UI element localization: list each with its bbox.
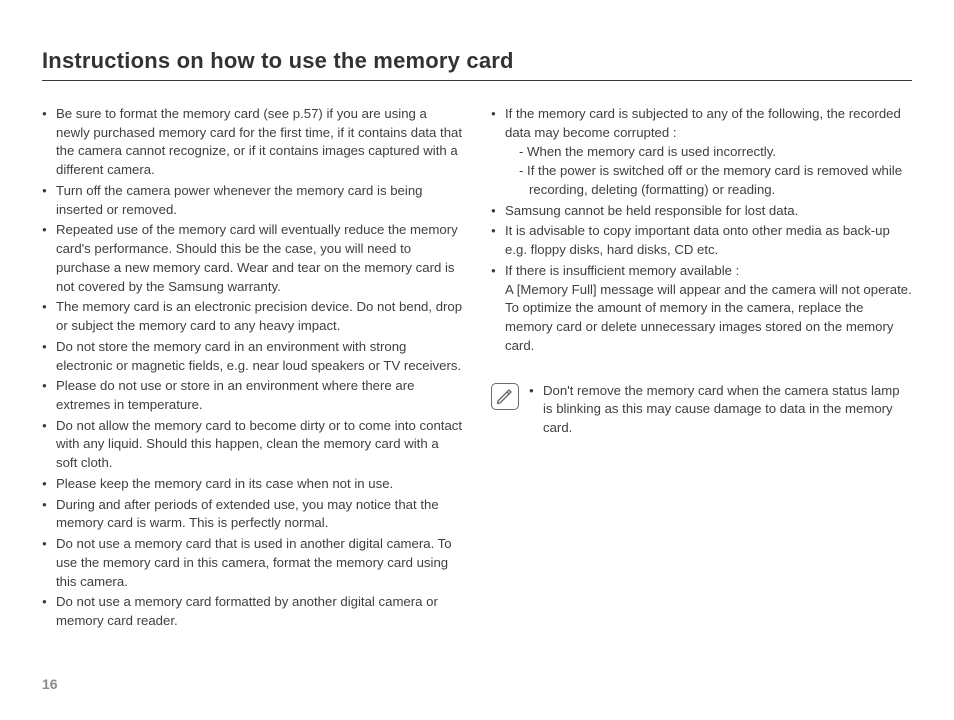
bullet-item: It is advisable to copy important data o… — [491, 222, 912, 259]
bullet-item: Repeated use of the memory card will eve… — [42, 221, 463, 296]
bullet-item: The memory card is an electronic precisi… — [42, 298, 463, 335]
page: Instructions on how to use the memory ca… — [0, 0, 954, 720]
right-bullet-list: If the memory card is subjected to any o… — [491, 105, 912, 356]
bullet-item: Be sure to format the memory card (see p… — [42, 105, 463, 180]
callout-bullet-list: Don't remove the memory card when the ca… — [529, 382, 912, 440]
left-column: Be sure to format the memory card (see p… — [42, 105, 463, 633]
bullet-item: Please do not use or store in an environ… — [42, 377, 463, 414]
bullet-item: If the memory card is subjected to any o… — [491, 105, 912, 200]
right-column: If the memory card is subjected to any o… — [491, 105, 912, 633]
title-rule: Instructions on how to use the memory ca… — [42, 48, 912, 81]
callout-bullet: Don't remove the memory card when the ca… — [529, 382, 912, 438]
pencil-note-icon — [495, 387, 515, 405]
bullet-item: If there is insufficient memory availabl… — [491, 262, 912, 356]
content-columns: Be sure to format the memory card (see p… — [42, 105, 912, 633]
sub-list: - When the memory card is used incorrect… — [505, 143, 912, 199]
sub-item: - When the memory card is used incorrect… — [519, 143, 912, 162]
left-bullet-list: Be sure to format the memory card (see p… — [42, 105, 463, 631]
note-callout: Don't remove the memory card when the ca… — [491, 382, 912, 440]
bullet-item: Please keep the memory card in its case … — [42, 475, 463, 494]
bullet-item: Do not store the memory card in an envir… — [42, 338, 463, 375]
page-title: Instructions on how to use the memory ca… — [42, 48, 912, 74]
bullet-item: During and after periods of extended use… — [42, 496, 463, 533]
bullet-item: Samsung cannot be held responsible for l… — [491, 202, 912, 221]
bullet-item: Do not use a memory card formatted by an… — [42, 593, 463, 630]
note-icon — [491, 383, 519, 410]
bullet-item: Do not allow the memory card to become d… — [42, 417, 463, 473]
page-number: 16 — [42, 676, 58, 692]
bullet-item: Do not use a memory card that is used in… — [42, 535, 463, 591]
sub-item: - If the power is switched off or the me… — [519, 162, 912, 199]
bullet-item: Turn off the camera power whenever the m… — [42, 182, 463, 219]
